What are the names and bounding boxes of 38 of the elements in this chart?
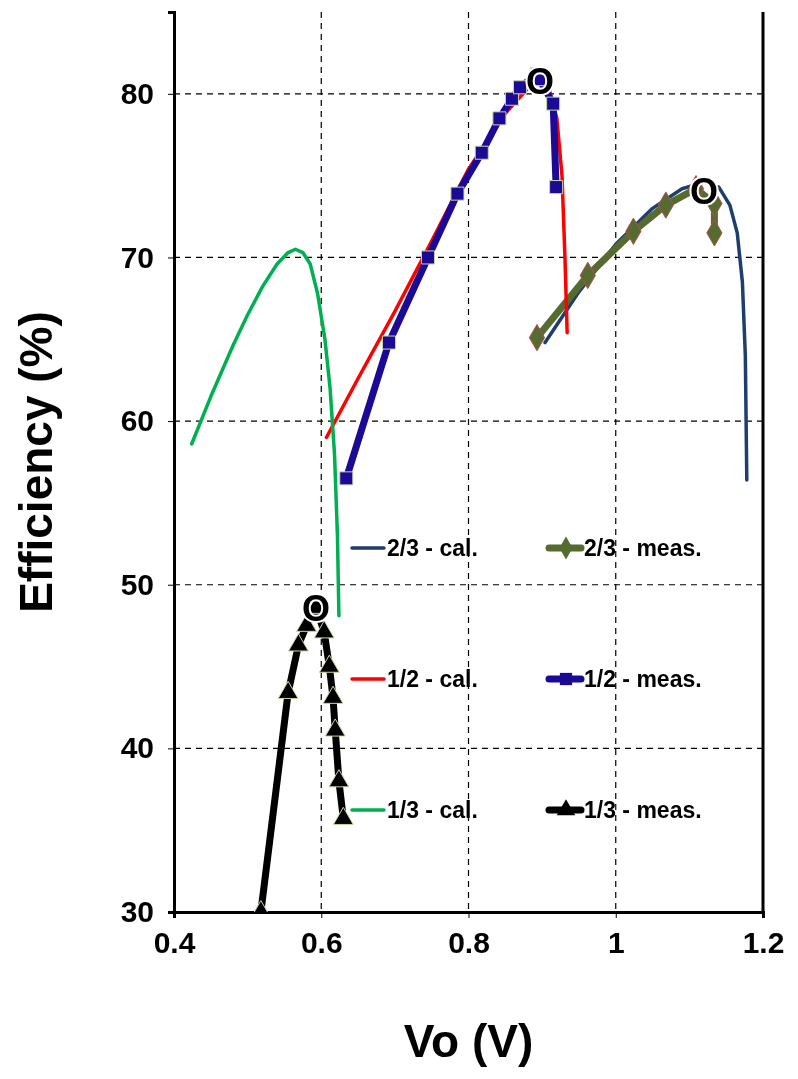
x-tick-label: 0.4 [153,926,196,960]
y-tick-label: 80 [120,76,154,110]
y-tick-label: 60 [120,404,154,438]
point [381,335,396,350]
legend-label: 1/3 - meas. [584,797,702,823]
point [288,633,309,652]
point [504,91,519,106]
point [332,806,354,825]
legend-label: 1/2 - cal. [387,666,478,692]
y-tick-label: 30 [120,895,154,929]
point [513,80,528,95]
point [420,250,436,265]
legend-label: 2/3 - meas. [584,535,702,561]
point [474,145,489,160]
x-tick-label: 1.2 [742,926,785,960]
x-tick-label: 0.8 [448,926,490,960]
y-tick-label: 70 [120,240,154,274]
legend-label: 1/2 - meas. [584,666,702,692]
point [549,180,564,195]
x-axis-title: Vo (V) [403,1015,534,1067]
legend-label: 1/3 - cal. [387,797,478,823]
y-tick-label: 40 [120,731,154,765]
point [339,471,354,486]
legend-label: 2/3 - cal. [387,535,478,561]
y-axis-title: Efficiency (%) [10,311,62,613]
point [318,654,340,673]
point [546,96,561,111]
point [450,186,465,201]
point [328,769,350,788]
point [324,718,346,737]
point [322,685,344,704]
point [277,680,299,699]
annotation: O [525,60,554,102]
point [313,620,335,639]
y-tick-label: 50 [120,567,154,601]
x-tick-label: 0.6 [300,926,343,960]
x-tick-label: 1 [607,926,625,960]
point [492,111,507,126]
